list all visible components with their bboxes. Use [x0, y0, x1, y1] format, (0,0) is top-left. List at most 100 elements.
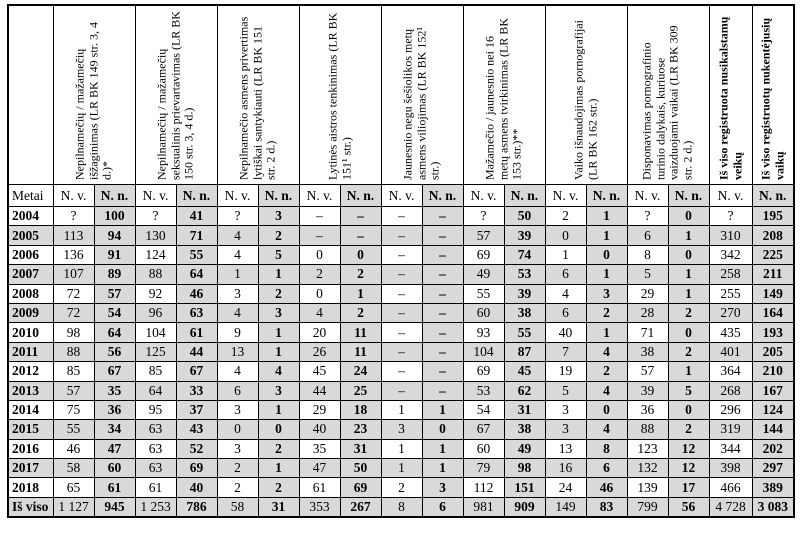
value-cell-nn: 2: [667, 302, 710, 324]
value-cell-nv: 3: [216, 399, 259, 421]
value-cell-nv: 4: [216, 302, 259, 324]
value-cell-nn: 1: [667, 361, 710, 382]
value-cell-nn: 64: [93, 322, 136, 343]
value-cell-nn: 36: [93, 399, 136, 421]
value-cell-nn: 3: [257, 205, 300, 227]
value-cell-nn: 91: [93, 244, 136, 266]
value-cell-nn: 210: [751, 361, 795, 382]
subheader-nv-cell: N. v.: [544, 184, 587, 207]
value-cell-nv: 6: [626, 225, 669, 246]
column-header-6: Mažamečio / jaunesnio nei 16 metų asmens…: [462, 4, 546, 185]
value-cell-nn: –: [421, 283, 464, 304]
value-cell-nn: 4: [585, 419, 628, 440]
table-row: 2008 72 57 92 46 3 2 0 1– –55 39 4 3 29 1 255 149: [7, 283, 795, 304]
value-cell-nn: 43: [175, 419, 218, 440]
value-cell-nv: 0: [298, 283, 341, 304]
value-cell-nv: 58: [216, 496, 259, 518]
value-cell-nn: 0: [667, 399, 710, 421]
value-cell-nn: 46: [175, 283, 218, 304]
value-cell-nn: 0: [421, 419, 464, 440]
value-cell-nn: 124: [751, 399, 795, 421]
value-cell-nv: 71: [626, 322, 669, 343]
value-cell-nv: 3: [380, 419, 423, 440]
value-cell-nn: 4: [585, 380, 628, 401]
value-cell-nv: –: [380, 322, 423, 343]
column-header-8: Disponavimas pornografinio turinio dalyk…: [626, 4, 710, 185]
value-cell-nn: 2: [585, 361, 628, 382]
value-cell-nv: 60: [462, 302, 505, 324]
value-cell-nv: ?: [216, 205, 259, 227]
value-cell-nn: 5: [257, 244, 300, 266]
value-cell-nv: 255: [708, 283, 753, 304]
value-cell-nv: 40: [544, 322, 587, 343]
value-cell-nv: 63: [134, 419, 177, 440]
subheader-nn-cell: N. n.: [503, 184, 546, 207]
value-cell-nv: ?: [626, 205, 669, 227]
year-column-spacer: [7, 4, 54, 185]
subheader-nv-cell: N. v.: [52, 184, 95, 207]
value-cell-nn: 56: [93, 341, 136, 363]
value-cell-nn: 31: [257, 496, 300, 518]
value-cell-nn: 47: [93, 438, 136, 460]
value-cell-nn: 0: [667, 244, 710, 266]
value-cell-nn: 1: [257, 341, 300, 363]
value-cell-nv: 61: [134, 477, 177, 498]
value-cell-nv: 4: [216, 361, 259, 382]
value-cell-nn: 18: [339, 399, 382, 421]
value-cell-nv: 5: [626, 264, 669, 285]
value-cell-nn: 164: [751, 302, 795, 324]
value-cell-nn: 57: [93, 283, 136, 304]
value-cell-nv: 344: [708, 438, 753, 460]
value-cell-nv: 6: [544, 264, 587, 285]
value-cell-nn: 69: [339, 477, 382, 498]
value-cell-nn: –: [339, 225, 382, 246]
column-header-4: Lytinės aistros tenkinimas (LR BK 151¹ s…: [298, 4, 382, 185]
value-cell-nn: 2: [585, 302, 628, 324]
value-cell-nn: 40: [175, 477, 218, 498]
value-cell-nv: 2: [216, 477, 259, 498]
value-cell-nn: 1: [585, 205, 628, 227]
value-cell-nn: –: [421, 205, 464, 227]
value-cell-nv: 46: [52, 438, 95, 460]
value-cell-nv: 342: [708, 244, 753, 266]
table-row: 2004? 100? 41? 3– – – –? 50 2 1? 0? 195: [7, 205, 795, 227]
value-cell-nn: 0: [585, 399, 628, 421]
value-cell-nv: 45: [298, 361, 341, 382]
value-cell-nv: 0: [544, 225, 587, 246]
value-cell-nv: 1: [380, 399, 423, 421]
year-cell: 2013: [7, 380, 54, 401]
value-cell-nn: 5: [667, 380, 710, 401]
value-cell-nv: 53: [462, 380, 505, 401]
table-row: 2010 98 64 104 61 9 1 20 11– –93 55 40 1 71 0 435 193: [7, 322, 795, 343]
value-cell-nn: 35: [93, 380, 136, 401]
value-cell-nv: 72: [52, 302, 95, 324]
value-cell-nv: 1 127: [52, 496, 95, 518]
value-cell-nv: ?: [462, 205, 505, 227]
value-cell-nn: 100: [93, 205, 136, 227]
value-cell-nn: 38: [503, 302, 546, 324]
value-cell-nn: –: [421, 225, 464, 246]
value-cell-nv: –: [298, 205, 341, 227]
value-cell-nv: 149: [544, 496, 587, 518]
value-cell-nn: 61: [93, 477, 136, 498]
table-row: 2014 75 36 95 37 3 1 29 18 1 1 54 31 3 0 36 0 296 124: [7, 399, 795, 421]
value-cell-nn: 23: [339, 419, 382, 440]
column-header-4-label: Lytinės aistros tenkinimas (LR BK 151¹ s…: [325, 12, 353, 180]
value-cell-nv: –: [380, 264, 423, 285]
value-cell-nn: 225: [751, 244, 795, 266]
column-header-5-label: Jaunesnio negu šešiolikos metų asmens vi…: [400, 27, 442, 180]
value-cell-nn: 37: [175, 399, 218, 421]
value-cell-nn: 62: [503, 380, 546, 401]
value-cell-nn: 25: [339, 380, 382, 401]
column-header-1: Nepilnamečių / mažamečių išžaginimas (LR…: [52, 4, 136, 185]
year-cell: 2009: [7, 302, 54, 324]
value-cell-nn: 205: [751, 341, 795, 363]
value-cell-nn: 149: [751, 283, 795, 304]
value-cell-nv: 13: [216, 341, 259, 363]
value-cell-nv: 26: [298, 341, 341, 363]
value-cell-nv: 39: [626, 380, 669, 401]
value-cell-nv: 20: [298, 322, 341, 343]
value-cell-nn: 69: [175, 458, 218, 479]
value-cell-nv: 55: [52, 419, 95, 440]
value-cell-nn: 11: [339, 341, 382, 363]
